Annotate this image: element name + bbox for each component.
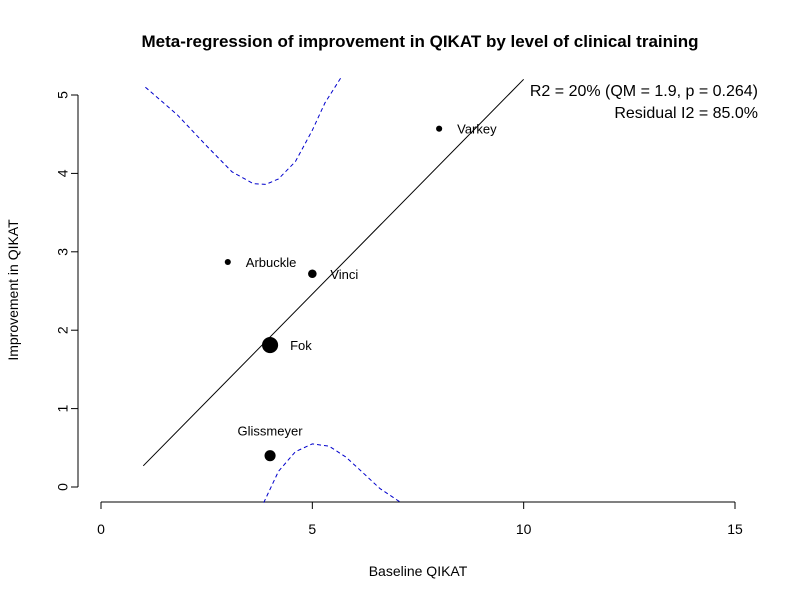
- y-tick-label: 3: [55, 248, 71, 256]
- data-point: [224, 258, 231, 266]
- y-axis-label: Improvement in QIKAT: [5, 219, 21, 361]
- data-point: [264, 450, 276, 462]
- y-tick-label: 0: [55, 483, 71, 491]
- axes: 0 5 10 15 0 1 2 3 4 5: [55, 91, 743, 537]
- data-point: [436, 125, 443, 132]
- data-points: Varkey Arbuckle Vinci Fok Glissmeyer: [224, 122, 497, 462]
- x-tick-label: 10: [516, 521, 532, 537]
- y-tick-label: 5: [55, 91, 71, 99]
- y-tick-label: 2: [55, 326, 71, 334]
- chart-title: Meta-regression of improvement in QIKAT …: [141, 32, 698, 51]
- data-point: [262, 337, 279, 354]
- point-label: Varkey: [457, 122, 497, 137]
- x-tick-label: 0: [97, 521, 105, 537]
- point-label: Vinci: [330, 267, 358, 282]
- r2-annotation: R2 = 20% (QM = 1.9, p = 0.264): [530, 83, 758, 100]
- data-point: [308, 269, 317, 279]
- residual-i2-annotation: Residual I2 = 85.0%: [614, 105, 758, 122]
- y-tick-label: 4: [55, 169, 71, 177]
- ci-lower-curve: [263, 443, 402, 504]
- point-label: Fok: [290, 338, 312, 353]
- x-axis-label: Baseline QIKAT: [369, 563, 468, 579]
- x-tick-label: 15: [727, 521, 743, 537]
- ci-upper-curve: [145, 75, 343, 185]
- regression-line: [142, 78, 525, 467]
- point-label: Arbuckle: [246, 255, 297, 270]
- curves: [142, 75, 525, 504]
- point-label: Glissmeyer: [238, 424, 304, 439]
- y-tick-label: 1: [55, 404, 71, 412]
- x-tick-label: 5: [308, 521, 316, 537]
